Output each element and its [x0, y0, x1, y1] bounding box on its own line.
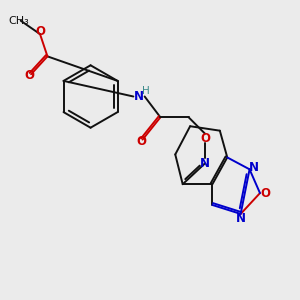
Text: H: H [142, 86, 150, 96]
Text: N: N [134, 90, 144, 103]
Text: O: O [25, 69, 34, 82]
Text: O: O [260, 187, 270, 200]
Text: N: N [249, 161, 259, 174]
Text: N: N [236, 212, 246, 225]
Text: O: O [200, 132, 210, 145]
Text: O: O [35, 25, 45, 38]
Text: CH₃: CH₃ [9, 16, 30, 26]
Text: O: O [136, 135, 146, 148]
Text: N: N [200, 157, 210, 170]
